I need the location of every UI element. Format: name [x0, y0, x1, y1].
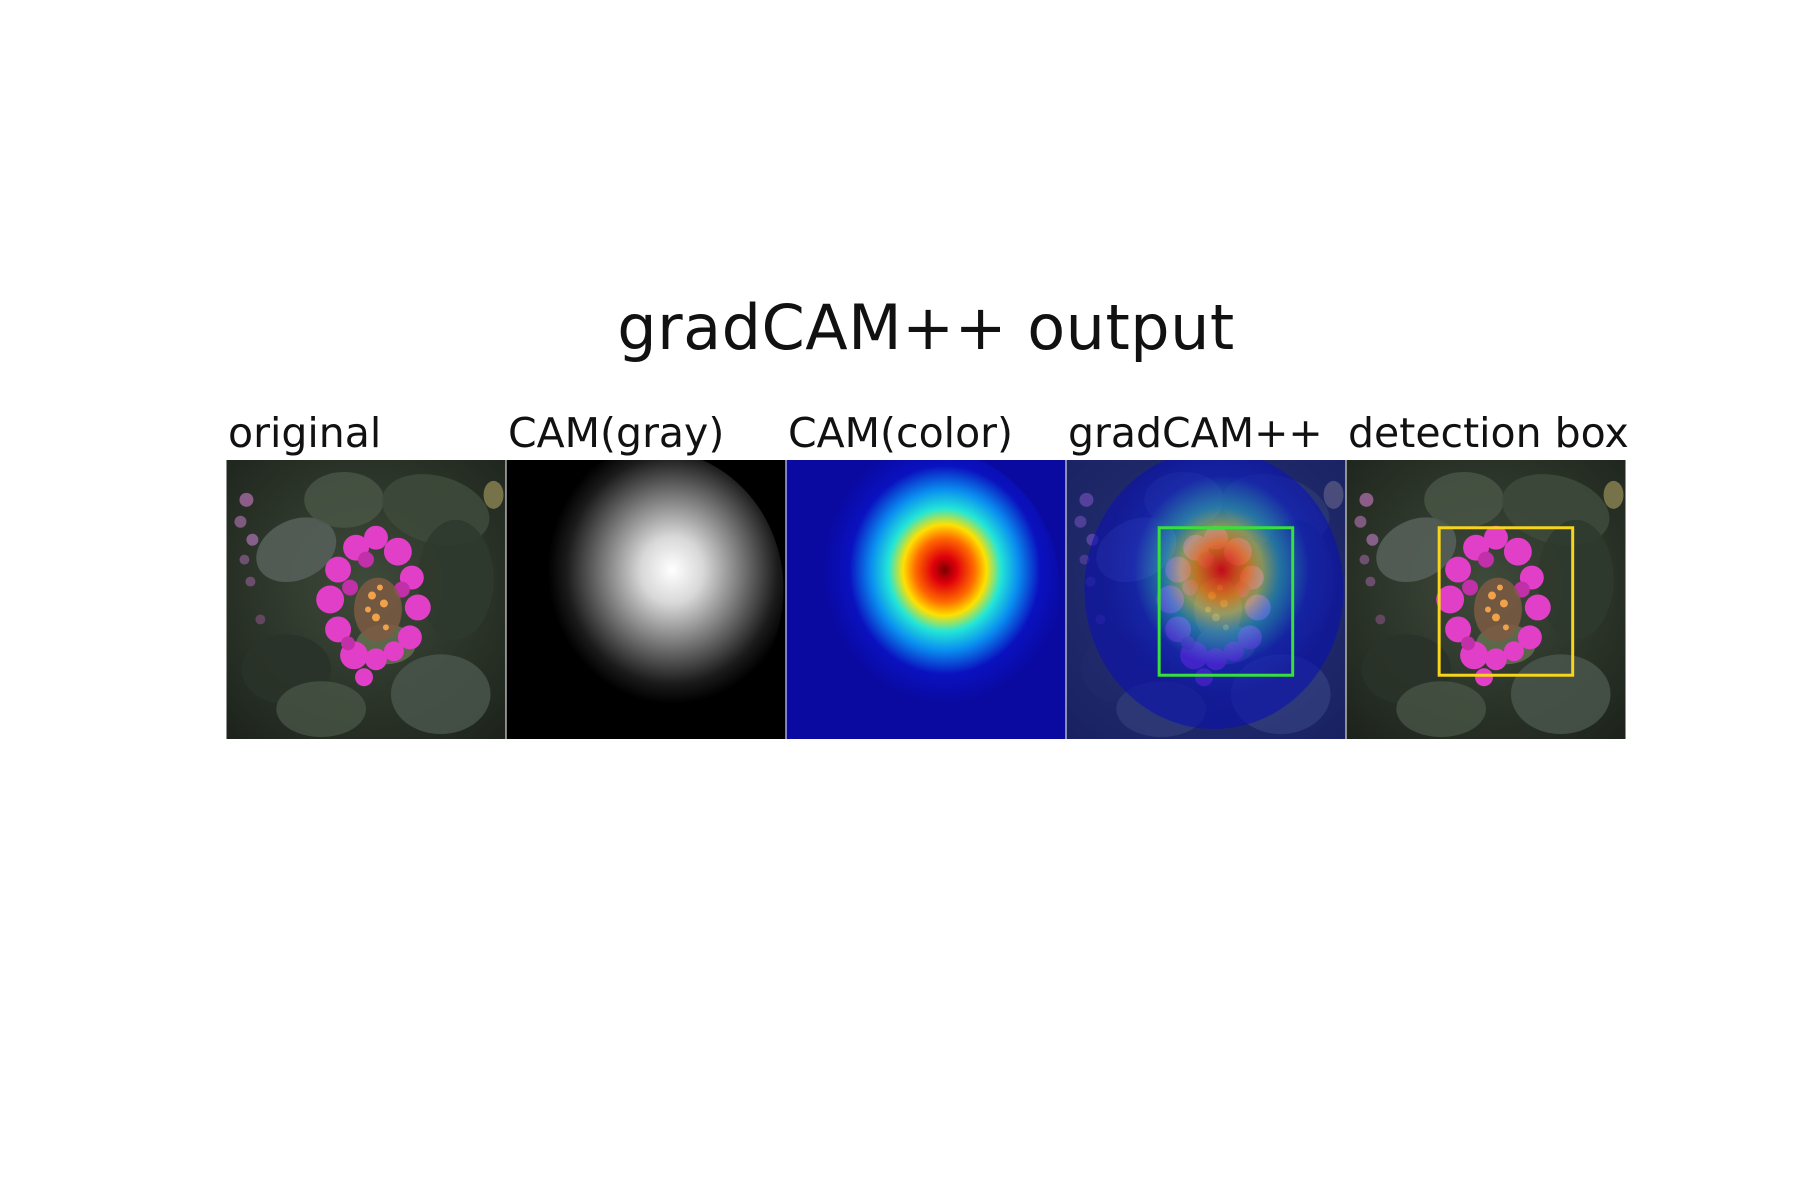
panel-label-original: original: [228, 409, 382, 457]
original-image: [226, 460, 506, 739]
panel-label-cam-color: CAM(color): [788, 409, 1013, 457]
gradcam-detection-box: [1157, 526, 1295, 677]
cam-gray-image: [506, 460, 786, 739]
panel-label-cam-gray: CAM(gray): [508, 409, 725, 457]
figure-title: gradCAM++ output: [617, 291, 1235, 364]
cam-color-image: [786, 460, 1066, 739]
yellow-detection-box: [1437, 526, 1575, 677]
detection-box-image: [1346, 460, 1626, 739]
panel-label-gradcam-plus-plus: gradCAM++: [1068, 409, 1323, 457]
panel-label-detection-box: detection box: [1348, 409, 1629, 457]
gradcam-overlay-image: [1066, 460, 1346, 739]
